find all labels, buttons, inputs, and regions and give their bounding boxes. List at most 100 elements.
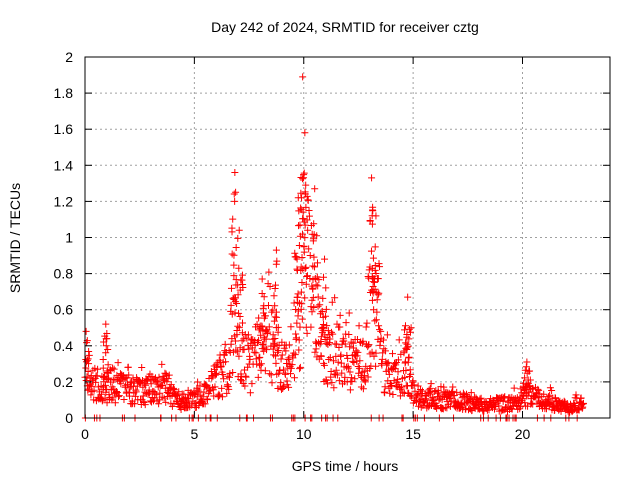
data-point bbox=[301, 294, 309, 302]
x-tick-label: 10 bbox=[296, 426, 312, 442]
data-point bbox=[85, 351, 93, 359]
data-point bbox=[245, 345, 253, 353]
data-point bbox=[365, 341, 373, 349]
data-point bbox=[283, 359, 291, 367]
data-point bbox=[228, 250, 236, 258]
data-point bbox=[123, 374, 131, 382]
data-point bbox=[230, 296, 238, 304]
data-point bbox=[239, 281, 247, 289]
y-axis-title: SRMTID / TECUs bbox=[7, 183, 23, 293]
data-points bbox=[81, 73, 587, 422]
data-point bbox=[258, 289, 266, 297]
data-point bbox=[85, 347, 93, 355]
data-point bbox=[299, 208, 307, 216]
data-point bbox=[572, 391, 580, 399]
data-point bbox=[254, 373, 262, 381]
data-point bbox=[466, 405, 474, 413]
data-point bbox=[327, 328, 335, 336]
data-point bbox=[300, 242, 308, 250]
data-point bbox=[115, 392, 123, 400]
data-point bbox=[331, 294, 339, 302]
data-point bbox=[554, 397, 562, 405]
data-point bbox=[292, 253, 300, 261]
data-point bbox=[270, 292, 278, 300]
data-point bbox=[110, 365, 118, 373]
data-point bbox=[255, 336, 263, 344]
data-point bbox=[200, 388, 208, 396]
data-point bbox=[577, 394, 585, 402]
data-point bbox=[232, 188, 240, 196]
data-point bbox=[417, 403, 425, 411]
data-point bbox=[472, 401, 480, 409]
data-point bbox=[320, 273, 328, 281]
data-point bbox=[228, 224, 236, 232]
data-point bbox=[312, 281, 320, 289]
data-point bbox=[492, 400, 500, 408]
data-point bbox=[287, 370, 295, 378]
data-point bbox=[397, 350, 405, 358]
data-point bbox=[535, 386, 543, 394]
data-point bbox=[388, 382, 396, 390]
data-point bbox=[264, 328, 272, 336]
data-point bbox=[102, 320, 110, 328]
data-point bbox=[328, 379, 336, 387]
data-point bbox=[285, 341, 293, 349]
data-point bbox=[336, 323, 344, 331]
data-point bbox=[297, 204, 305, 212]
data-point bbox=[372, 349, 380, 357]
data-point bbox=[253, 320, 261, 328]
data-point bbox=[386, 389, 394, 397]
data-point bbox=[367, 247, 375, 255]
data-point bbox=[361, 378, 369, 386]
data-point bbox=[427, 390, 435, 398]
data-point bbox=[449, 383, 457, 391]
data-point bbox=[230, 251, 238, 259]
data-point bbox=[285, 383, 293, 391]
y-tick-label: 0 bbox=[65, 410, 73, 426]
data-point bbox=[266, 370, 274, 378]
data-point bbox=[345, 330, 353, 338]
data-point bbox=[302, 203, 310, 211]
y-tick-label: 0.6 bbox=[54, 302, 74, 318]
data-point bbox=[400, 347, 408, 355]
data-point bbox=[402, 367, 410, 375]
data-point bbox=[372, 212, 380, 220]
data-point bbox=[246, 389, 254, 397]
data-point bbox=[215, 390, 223, 398]
data-point bbox=[335, 344, 343, 352]
data-point bbox=[381, 347, 389, 355]
data-point bbox=[238, 329, 246, 337]
data-point bbox=[522, 363, 530, 371]
data-point bbox=[385, 370, 393, 378]
data-point bbox=[242, 373, 250, 381]
data-point bbox=[342, 319, 350, 327]
data-point bbox=[236, 313, 244, 321]
data-point bbox=[333, 371, 341, 379]
data-point bbox=[311, 185, 319, 193]
data-point bbox=[307, 323, 315, 331]
data-point bbox=[272, 308, 280, 316]
data-point bbox=[240, 335, 248, 343]
data-point bbox=[314, 293, 322, 301]
y-tick-label: 0.4 bbox=[54, 338, 74, 354]
data-point bbox=[213, 370, 221, 378]
data-point bbox=[111, 399, 119, 407]
data-point bbox=[322, 312, 330, 320]
data-point bbox=[338, 369, 346, 377]
data-point bbox=[223, 389, 231, 397]
data-point bbox=[255, 326, 263, 334]
data-point bbox=[101, 381, 109, 389]
y-tick-label: 0.2 bbox=[54, 374, 74, 390]
data-point bbox=[87, 391, 95, 399]
data-point bbox=[264, 301, 272, 309]
data-point bbox=[94, 365, 102, 373]
y-tick-label: 0.8 bbox=[54, 266, 74, 282]
data-point bbox=[294, 290, 302, 298]
data-point bbox=[168, 402, 176, 410]
data-point bbox=[300, 171, 308, 179]
data-point bbox=[230, 272, 238, 280]
data-point bbox=[311, 263, 319, 271]
data-point bbox=[274, 346, 282, 354]
data-point bbox=[270, 339, 278, 347]
data-point bbox=[82, 376, 90, 384]
